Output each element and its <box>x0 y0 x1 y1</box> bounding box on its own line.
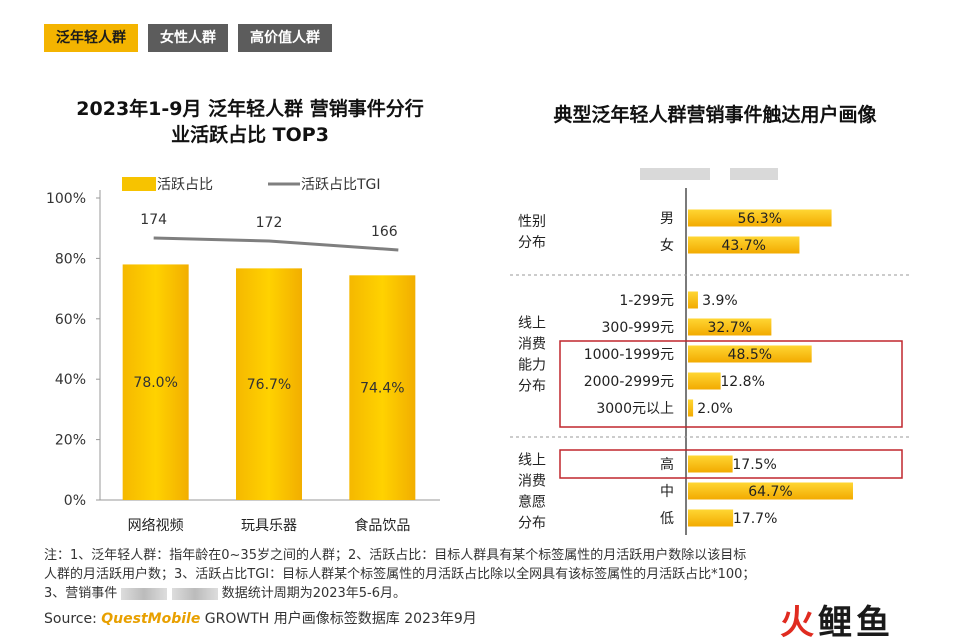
bar-value-label: 74.4% <box>360 381 404 397</box>
logo-part2: 鲤鱼 <box>818 603 894 642</box>
hbar-value-label: 12.8% <box>720 374 764 390</box>
redacted-legend-0 <box>640 168 710 180</box>
item-label: 1-299元 <box>619 293 674 309</box>
highlight-box-consumption <box>559 340 903 428</box>
y-tick-label: 60% <box>55 312 86 328</box>
left-chart-title: 2023年1-9月 泛年轻人群 营销事件分行 业活跃占比 TOP3 <box>40 96 460 148</box>
hbar-1-3 <box>688 372 721 390</box>
y-tick-label: 100% <box>46 191 86 207</box>
hbar-value-label: 32.7% <box>707 320 751 336</box>
hbar-0-1 <box>688 236 800 254</box>
y-tick-label: 40% <box>55 372 86 388</box>
hbar-value-label: 48.5% <box>728 347 772 363</box>
source-brand: QuestMobile <box>101 611 201 627</box>
item-label: 中 <box>660 484 674 500</box>
x-category-label: 玩具乐器 <box>241 518 297 534</box>
item-label: 1000-1999元 <box>584 347 674 363</box>
bar-1 <box>236 268 302 500</box>
hbar-1-4 <box>688 399 694 417</box>
footnote: 注：1、泛年轻人群：指年龄在0~35岁之间的人群；2、活跃占比：目标人群具有某个… <box>44 546 924 603</box>
group-name-line: 分布 <box>518 379 546 395</box>
hbar-1-2 <box>688 345 812 363</box>
hbar-0-0 <box>688 209 832 227</box>
hbar-value-label: 56.3% <box>738 211 782 227</box>
hbar-value-label: 3.9% <box>702 293 738 309</box>
group-name-line: 线上 <box>518 316 546 332</box>
group-name-line: 性别 <box>518 214 546 230</box>
footnote-line2: 人群的月活跃用户数；3、活跃占比TGI：目标人群某个标签属性的月活跃占比除以全网… <box>44 567 756 582</box>
left-title-line2: 业活跃占比 TOP3 <box>171 124 329 146</box>
right-chart-title: 典型泛年轻人群营销事件触达用户画像 <box>553 104 877 126</box>
redacted-legend-1 <box>730 168 778 180</box>
bar-0 <box>122 264 189 500</box>
group-name-line: 分布 <box>518 516 546 532</box>
group-name-line: 消费 <box>518 337 546 353</box>
tgi-value-label: 166 <box>371 224 398 240</box>
legend-label-bar: 活跃占比 <box>157 177 213 193</box>
bar-2 <box>349 275 416 500</box>
y-tick-label: 80% <box>55 251 86 267</box>
item-label: 低 <box>660 511 674 527</box>
watermark-logo: 火鲤鱼 <box>780 595 894 642</box>
redacted-text-2 <box>171 587 218 600</box>
hbar-value-label: 43.7% <box>721 238 765 254</box>
legend-swatch-bar <box>122 177 156 191</box>
hbar-value-label: 2.0% <box>697 401 733 417</box>
left-bar-chart: 100% 80% 60% 40% 20% 0% 活跃占比 活跃占比TGI 78.0% 网络视频 76… <box>46 177 440 534</box>
tab-female-group[interactable]: 女性人群 <box>148 24 228 52</box>
y-tick-label: 0% <box>64 493 86 509</box>
footnote-line1: 注：1、泛年轻人群：指年龄在0~35岁之间的人群；2、活跃占比：目标人群具有某个… <box>44 548 747 563</box>
x-category-label: 网络视频 <box>128 518 184 534</box>
tab-high-value-group[interactable]: 高价值人群 <box>238 24 332 52</box>
tgi-line <box>153 236 399 252</box>
left-title-line1: 2023年1-9月 泛年轻人群 营销事件分行 <box>76 98 424 120</box>
group-name-line: 意愿 <box>518 494 546 511</box>
item-label: 2000-2999元 <box>584 374 674 390</box>
footnote-line3: 3、营销事件 数据统计周期为2023年5-6月。 <box>44 584 924 603</box>
hbar-2-1 <box>688 482 853 500</box>
tgi-value-label: 174 <box>140 212 167 228</box>
tgi-value-label: 172 <box>256 215 283 231</box>
source-line: Source: QuestMobile GROWTH 用户画像标签数据库 202… <box>44 608 477 628</box>
footnote-line3-end: 数据统计周期为2023年5-6月。 <box>221 586 407 601</box>
group-name-line: 消费 <box>518 474 546 490</box>
group-name-line: 线上 <box>518 453 546 469</box>
logo-part1: 火 <box>780 603 818 642</box>
bar-value-label: 78.0% <box>133 375 177 391</box>
item-label: 高 <box>660 456 674 473</box>
tab-young-group[interactable]: 泛年轻人群 <box>44 24 138 52</box>
hbar-value-label: 64.7% <box>748 484 792 500</box>
tab-bar: 泛年轻人群 女性人群 高价值人群 <box>44 24 332 52</box>
group-name-line: 分布 <box>518 235 546 251</box>
x-category-label: 食品饮品 <box>354 517 410 534</box>
source-prefix: Source: <box>44 611 97 627</box>
y-tick-label: 20% <box>55 433 86 449</box>
group-name-line: 能力 <box>518 358 546 374</box>
item-label: 3000元以上 <box>596 401 674 417</box>
hbar-1-1 <box>688 318 772 336</box>
hbar-2-2 <box>688 509 734 527</box>
item-label: 女 <box>660 237 674 254</box>
redacted-text <box>121 587 168 600</box>
source-rest: GROWTH 用户画像标签数据库 2023年9月 <box>204 611 477 627</box>
item-label: 男 <box>660 211 674 227</box>
item-label: 300-999元 <box>602 320 675 336</box>
footnote-line3-start: 3、营销事件 <box>44 586 118 601</box>
hbar-value-label: 17.5% <box>732 457 776 473</box>
hbar-1-0 <box>688 291 698 309</box>
hbar-2-0 <box>688 455 733 473</box>
bar-value-label: 76.7% <box>247 377 291 393</box>
legend-label-line: 活跃占比TGI <box>301 177 381 193</box>
hbar-value-label: 17.7% <box>733 511 777 527</box>
highlight-box-willingness <box>559 449 903 479</box>
